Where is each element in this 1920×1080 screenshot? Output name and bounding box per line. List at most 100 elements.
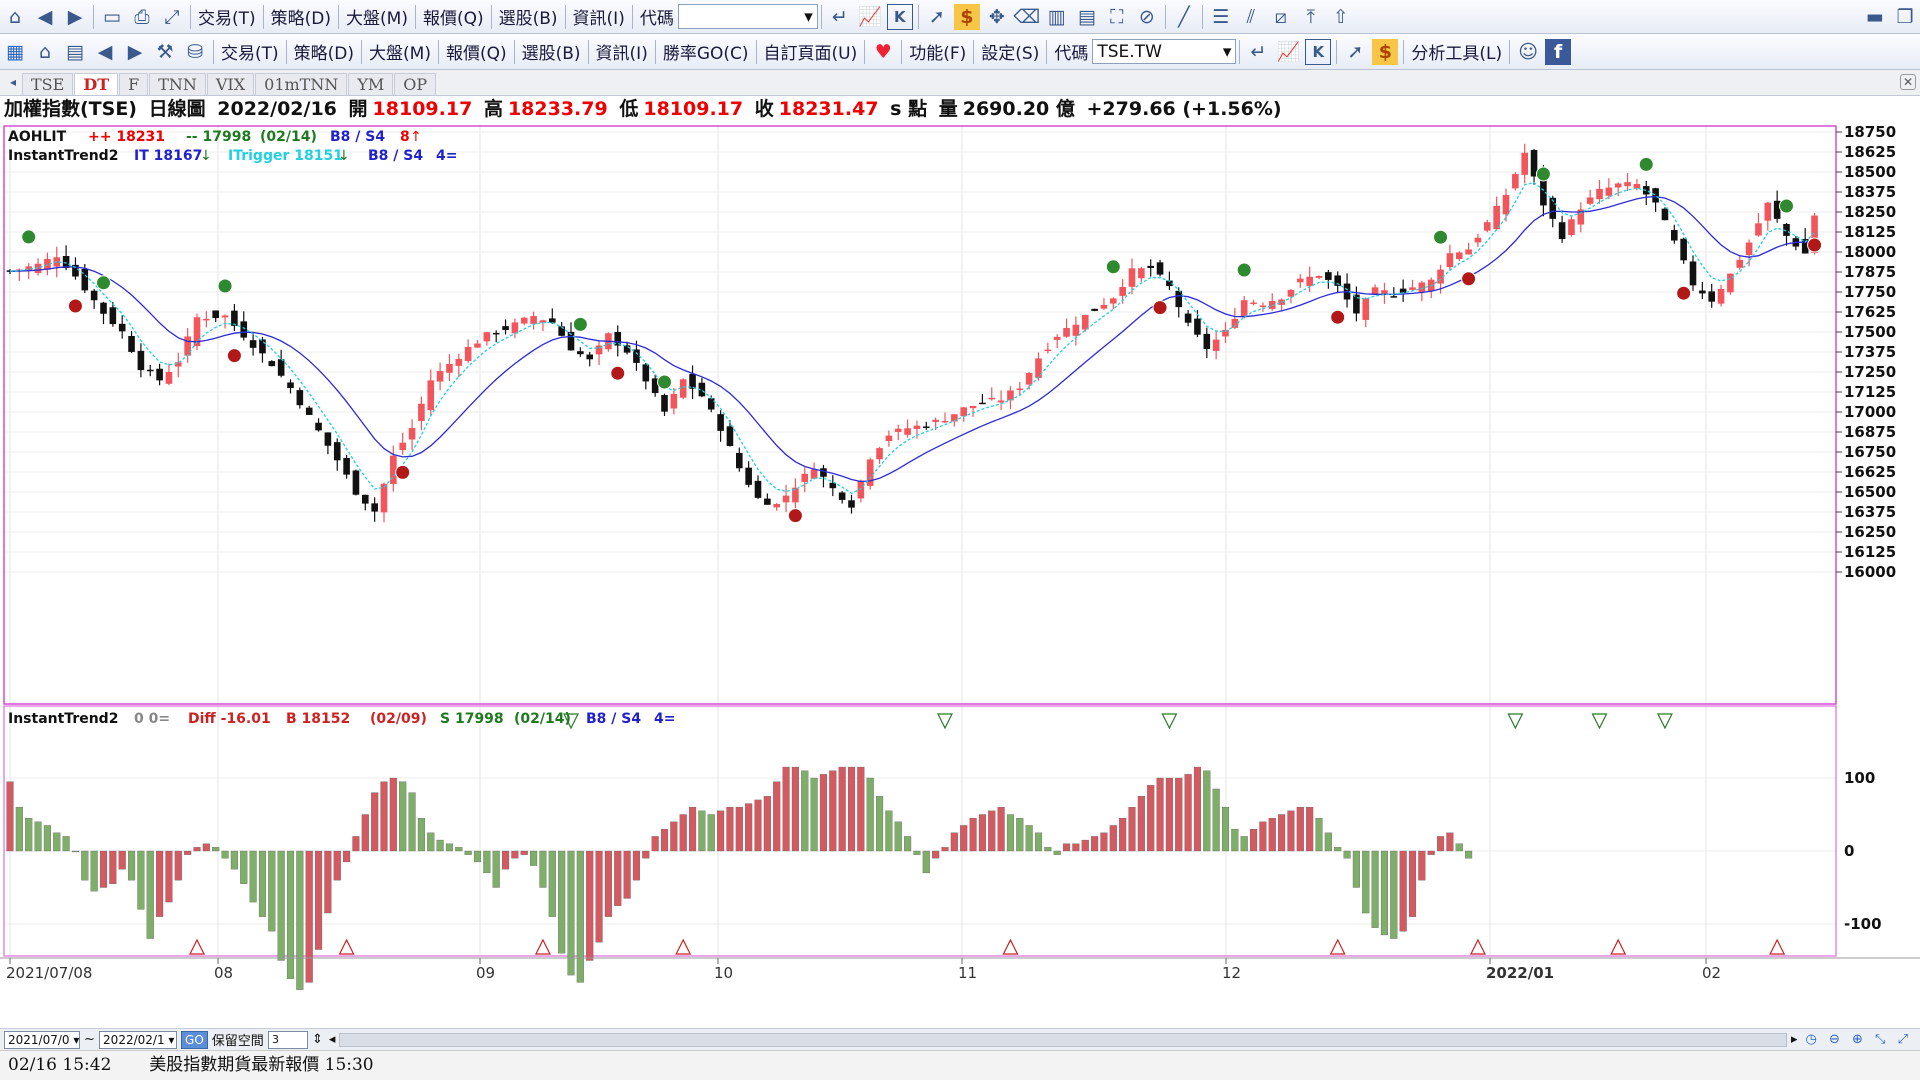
- zoom-controls-icon[interactable]: ◷ ⊖ ⊕ ⤡ ⤢: [1805, 1032, 1912, 1047]
- home-icon[interactable]: ⌂: [8, 5, 22, 28]
- user-icon[interactable]: ☺: [1518, 40, 1539, 63]
- candle-body: [296, 390, 304, 406]
- candle-body: [904, 428, 911, 435]
- keep-space-input[interactable]: 3: [267, 1030, 308, 1049]
- horizontal-scrollbar[interactable]: [339, 1032, 1787, 1047]
- restore-icon[interactable]: ❐: [1896, 5, 1914, 28]
- channel-icon[interactable]: ⧄: [1274, 5, 1287, 28]
- candle-body: [642, 364, 650, 382]
- home-icon[interactable]: ⌂: [38, 40, 52, 63]
- status-message[interactable]: 美股指數期貨最新報價 15:30: [149, 1055, 374, 1075]
- tab-f[interactable]: F: [119, 73, 149, 95]
- candle-body: [333, 442, 341, 461]
- zoom-out-icon[interactable]: ⊘: [1138, 5, 1155, 28]
- osc-legend-diff: Diff -16.01: [188, 711, 271, 727]
- tab-vix[interactable]: VIX: [206, 73, 255, 95]
- bar-type-icon[interactable]: ▥: [1047, 5, 1066, 28]
- k-chart-icon[interactable]: K: [1305, 38, 1332, 65]
- date-tick-label: 02: [1702, 964, 1721, 982]
- k-chart-icon[interactable]: K: [886, 3, 913, 30]
- menu-info-2[interactable]: 資訊(I): [595, 44, 648, 64]
- candle-type-icon[interactable]: ▤: [1077, 5, 1096, 28]
- draw-line-icon[interactable]: ╱: [1178, 5, 1190, 28]
- calendar-icon[interactable]: ▤: [66, 40, 84, 63]
- menu-stock-pick[interactable]: 選股(B): [498, 9, 558, 29]
- osc-bar: [221, 850, 229, 859]
- candle-body: [1053, 336, 1061, 340]
- scroll-right-icon[interactable]: ▸: [1791, 1032, 1798, 1047]
- fan-icon[interactable]: ⫽: [1246, 5, 1256, 28]
- analysis-tools-menu[interactable]: 分析工具(L): [1411, 44, 1503, 64]
- forward-arrow-icon[interactable]: ▶: [127, 40, 143, 63]
- menu-stock-pick-2[interactable]: 選股(B): [521, 44, 581, 64]
- date-tick-label: 09: [476, 964, 495, 982]
- back-arrow-icon[interactable]: ◀: [37, 5, 53, 28]
- code-combo-top[interactable]: ▾: [677, 4, 818, 29]
- tool-icon[interactable]: ⚒: [156, 40, 174, 63]
- osc-bar: [127, 850, 136, 881]
- tab-ym[interactable]: YM: [348, 73, 394, 95]
- zoom-box-icon[interactable]: ⛶: [1110, 5, 1124, 28]
- menu-market[interactable]: 大盤(M): [346, 9, 408, 29]
- move-icon[interactable]: ✥: [988, 5, 1005, 28]
- osc-bar: [1119, 818, 1127, 852]
- heart-icon[interactable]: ♥: [874, 40, 892, 63]
- tab-tse[interactable]: TSE: [22, 73, 74, 95]
- chart-area[interactable]: 18750 18625 18500 18375 18250 18125 18000 17875…: [0, 122, 1920, 1028]
- folder-icon[interactable]: ▭: [103, 5, 121, 28]
- menu-strategy[interactable]: 策略(D): [270, 9, 332, 29]
- save-icon[interactable]: ⛁: [187, 40, 203, 63]
- osc-bar: [230, 850, 238, 870]
- code-combo[interactable]: TSE.TW ▾: [1092, 39, 1237, 64]
- line-chart-icon[interactable]: 📈: [857, 6, 882, 28]
- menu-settings[interactable]: 設定(S): [981, 44, 1040, 64]
- menu-market-2[interactable]: 大盤(M): [369, 44, 431, 64]
- menu-trade[interactable]: 交易(T): [198, 9, 256, 29]
- spin-icon[interactable]: ⇕: [311, 1032, 323, 1047]
- date-to-select[interactable]: 2022/02/1 ▾: [99, 1030, 178, 1049]
- eraser-icon[interactable]: ⌫: [1013, 5, 1041, 28]
- enter-icon[interactable]: ↵: [1250, 40, 1267, 63]
- layout-icon[interactable]: ▦: [6, 40, 24, 63]
- tab-01mtnn[interactable]: 01mTNN: [255, 73, 348, 95]
- osc-bar: [1175, 777, 1183, 852]
- osc-bar: [604, 850, 612, 917]
- dollar-icon[interactable]: $: [1372, 38, 1399, 65]
- menu-function[interactable]: 功能(F): [909, 44, 967, 64]
- facebook-icon[interactable]: f: [1545, 38, 1572, 65]
- line-chart-icon[interactable]: 📈: [1276, 41, 1301, 63]
- forward-arrow-icon[interactable]: ▶: [67, 5, 83, 28]
- enter-icon[interactable]: ↵: [831, 5, 848, 28]
- menu-custom-page[interactable]: 自訂頁面(U): [763, 44, 858, 64]
- tab-op[interactable]: OP: [394, 73, 437, 95]
- osc-bar: [184, 850, 192, 855]
- tab-tnn[interactable]: TNN: [149, 73, 206, 95]
- print-icon[interactable]: ⎙: [134, 5, 150, 28]
- arrow-up-icon[interactable]: ⇧: [1332, 5, 1349, 28]
- pointer-icon[interactable]: ➚: [1347, 40, 1364, 63]
- menu-quote-2[interactable]: 報價(Q): [445, 44, 507, 64]
- price-pane-frame: [3, 125, 1837, 705]
- menu-info[interactable]: 資訊(I): [572, 9, 625, 29]
- pointer-icon[interactable]: ➚: [928, 5, 945, 28]
- minimize-icon[interactable]: ▬: [1866, 5, 1884, 28]
- menu-strategy-2[interactable]: 策略(D): [293, 44, 355, 64]
- date-from-select[interactable]: 2021/07/0 ▾: [4, 1030, 80, 1049]
- scroll-left-icon[interactable]: ◂: [328, 1032, 336, 1047]
- fib-icon[interactable]: ⤒: [1306, 5, 1316, 28]
- close-icon[interactable]: ✕: [1900, 74, 1916, 90]
- buy-signal-dot: [572, 316, 588, 332]
- dollar-icon[interactable]: $: [953, 3, 980, 30]
- resize-icon[interactable]: ⤢: [164, 5, 180, 28]
- candle-body: [399, 442, 406, 451]
- candle-body: [1568, 219, 1575, 235]
- tab-dt[interactable]: DT: [74, 73, 119, 95]
- candle-body: [1091, 308, 1098, 311]
- scroll-left-icon[interactable]: ◂: [9, 75, 17, 89]
- go-button[interactable]: GO: [181, 1030, 208, 1049]
- hline-icon[interactable]: ☰: [1212, 5, 1230, 28]
- menu-trade-2[interactable]: 交易(T): [221, 44, 279, 64]
- back-arrow-icon[interactable]: ◀: [97, 40, 113, 63]
- menu-winrate[interactable]: 勝率GO(C): [662, 44, 749, 64]
- menu-quote[interactable]: 報價(Q): [422, 9, 484, 29]
